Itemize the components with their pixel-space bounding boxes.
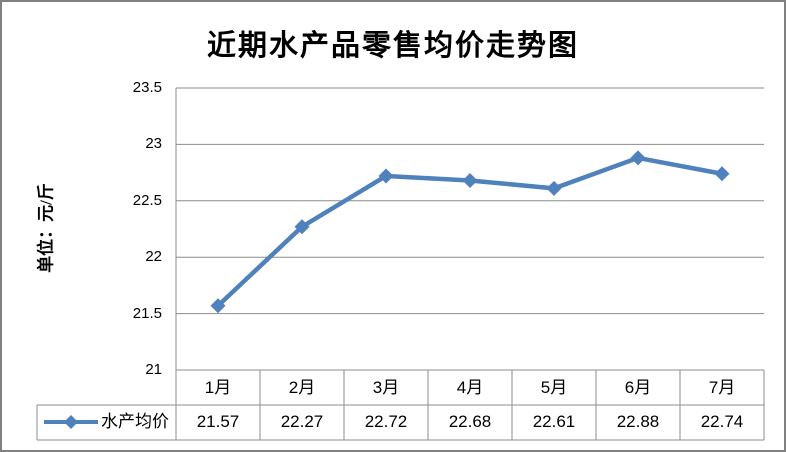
data-point-marker [294, 219, 310, 235]
y-tick-label: 23 [145, 135, 162, 153]
month-header-cell: 3月 [372, 378, 400, 397]
month-header-cell: 1月 [204, 378, 232, 397]
legend-series-label: 水产均价 [101, 412, 169, 431]
y-tick-label: 21.5 [132, 304, 162, 322]
data-point-marker [546, 180, 562, 196]
value-cell: 22.61 [532, 412, 576, 431]
value-cell: 21.57 [196, 412, 240, 431]
month-header-cell: 2月 [288, 378, 316, 397]
value-cell: 22.68 [448, 412, 492, 431]
value-cell: 22.74 [700, 412, 744, 431]
month-header-cell: 5月 [540, 378, 568, 397]
month-header-cell: 6月 [624, 378, 652, 397]
y-tick-label: 23.5 [132, 79, 162, 96]
data-point-marker [210, 298, 226, 314]
month-header-cell: 7月 [708, 378, 736, 397]
value-cell: 22.88 [616, 412, 660, 431]
y-tick-label: 22 [145, 248, 162, 266]
data-point-marker [378, 168, 394, 184]
y-tick-label: 22.5 [132, 191, 162, 209]
month-header-cell: 4月 [456, 378, 484, 397]
data-point-marker [630, 150, 646, 166]
chart-title: 近期水产品零售均价走势图 [206, 30, 579, 62]
y-tick-label: 21 [145, 361, 162, 378]
value-cell: 22.72 [364, 412, 408, 431]
legend-key-marker [64, 415, 78, 429]
data-point-marker [714, 166, 730, 182]
value-cell: 22.27 [280, 412, 324, 431]
data-point-marker [462, 172, 478, 188]
